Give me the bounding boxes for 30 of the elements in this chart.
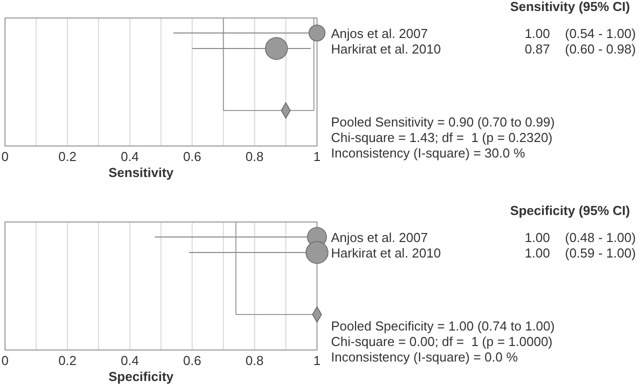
x-tick-label: 1 [313,149,321,164]
x-tick-label: 0.2 [58,353,76,368]
x-tick-label: 0.6 [183,149,202,164]
data-label: 1.00 (0.59 - 1.00) [524,246,636,260]
text: Chi-square = 1.43; df = 1 (p = 0.2320) [331,130,553,145]
text: Inconsistency (I-square) = 30.0 % [331,146,526,160]
text: Inconsistency (I-square) = 0.0 % [331,350,518,364]
x-axis-title: Specificity [108,369,174,384]
text: Sensitivity (95% CI) [510,0,630,14]
text: Pooled Specificity = 1.00 (0.74 to 1.00) [331,318,555,334]
y-tick-label: Anjos et al. 2007 [331,26,428,41]
x-tick-label: 0.4 [120,353,139,368]
x-axis-title: Sensitivity [108,165,174,180]
data-label: 1.00 (0.54 - 1.00) [524,26,636,41]
x-tick-label: 0.2 [58,149,76,164]
x-tick-label: 0.8 [246,353,264,368]
y-tick-label: Harkirat et al. 2010 [331,42,441,56]
x-tick-label: 1 [313,353,321,368]
text: Specificity (95% CI) [510,203,630,218]
x-tick-label: 0.6 [183,353,202,368]
y-tick-label: Harkirat et al. 2010 [331,246,441,260]
x-tick-label: 0 [1,149,9,164]
data-label: 1.00 (0.48 - 1.00) [524,230,636,245]
y-tick-label: Anjos et al. 2007 [331,230,428,245]
text: Chi-square = 0.00; df = 1 (p = 1.0000) [331,334,553,349]
x-tick-label: 0 [1,353,9,368]
data-label: 0.87 (0.60 - 0.98) [524,42,636,56]
x-tick-label: 0.4 [120,149,139,164]
text: Pooled Sensitivity = 0.90 (0.70 to 0.99) [331,114,555,130]
x-tick-label: 0.8 [246,149,264,164]
